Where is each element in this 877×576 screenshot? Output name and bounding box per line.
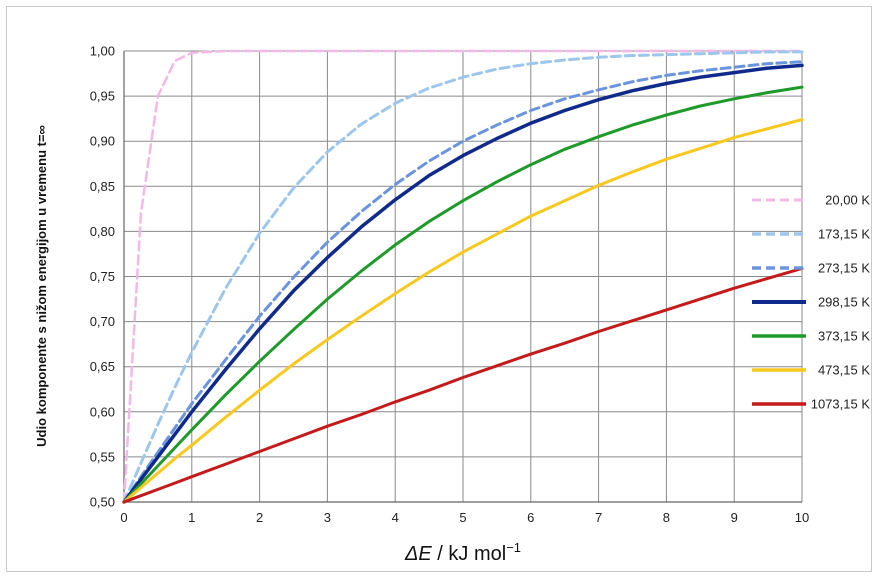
x-tick-label: 8 xyxy=(663,510,670,525)
y-tick-label: 0,65 xyxy=(90,359,115,374)
y-tick-label: 0,50 xyxy=(90,495,115,510)
series-lines xyxy=(122,49,804,504)
legend-label: 298,15 K xyxy=(818,295,870,310)
grid xyxy=(123,50,803,503)
series-line xyxy=(122,118,804,504)
series-line xyxy=(122,85,804,504)
y-tick-label: 0,90 xyxy=(90,134,115,149)
y-axis-label: Udio komponente s nižom energijom u vrem… xyxy=(34,125,49,447)
y-tick-label: 1,00 xyxy=(90,44,115,59)
y-tick-label: 0,80 xyxy=(90,224,115,239)
y-tick-label: 0,85 xyxy=(90,179,115,194)
series-line xyxy=(122,49,804,504)
y-axis-ticks: 0,50 0,55 0,60 0,65 0,70 0,75 0,80 0,85 0,90 0,95… xyxy=(90,44,115,510)
legend-label: 473,15 K xyxy=(818,363,870,378)
series-line xyxy=(122,60,804,504)
x-tick-label: 10 xyxy=(795,510,809,525)
legend-label: 20,00 K xyxy=(825,193,870,208)
x-axis-label: ΔE / kJ mol−1 xyxy=(404,540,521,565)
legend: 20,00 K 173,15 K 273,15 K 298,15 K 373,15 K 4… xyxy=(752,193,870,412)
series-line xyxy=(122,63,804,504)
y-tick-label: 0,70 xyxy=(90,314,115,329)
legend-label: 273,15 K xyxy=(818,261,870,276)
x-tick-label: 6 xyxy=(527,510,534,525)
x-tick-label: 4 xyxy=(392,510,399,525)
x-axis-label-symbol: ΔE xyxy=(404,543,432,565)
x-tick-label: 9 xyxy=(731,510,738,525)
x-tick-label: 3 xyxy=(324,510,331,525)
series-line xyxy=(122,266,804,504)
x-tick-label: 5 xyxy=(459,510,466,525)
y-tick-label: 0,55 xyxy=(90,449,115,464)
legend-label: 1073,15 K xyxy=(811,397,871,412)
y-tick-label: 0,60 xyxy=(90,404,115,419)
x-axis-label-unit: / kJ mol xyxy=(432,543,506,565)
x-tick-label: 0 xyxy=(120,510,127,525)
y-tick-label: 0,95 xyxy=(90,89,115,104)
legend-label: 373,15 K xyxy=(818,329,870,344)
x-tick-label: 1 xyxy=(188,510,195,525)
y-tick-label: 0,75 xyxy=(90,269,115,284)
x-tick-label: 2 xyxy=(256,510,263,525)
x-axis-label-exponent: −1 xyxy=(506,540,521,555)
x-axis-ticks: 0 1 2 3 4 5 6 7 8 9 10 xyxy=(120,510,809,525)
x-tick-label: 7 xyxy=(595,510,602,525)
legend-label: 173,15 K xyxy=(818,227,870,242)
series-line xyxy=(122,50,804,504)
